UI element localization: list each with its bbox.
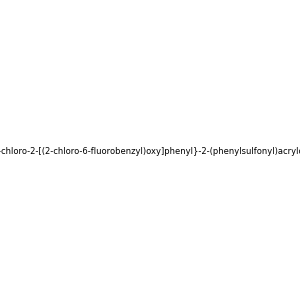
Text: 3-{5-chloro-2-[(2-chloro-6-fluorobenzyl)oxy]phenyl}-2-(phenylsulfonyl)acrylonitr: 3-{5-chloro-2-[(2-chloro-6-fluorobenzyl)… [0,147,300,156]
